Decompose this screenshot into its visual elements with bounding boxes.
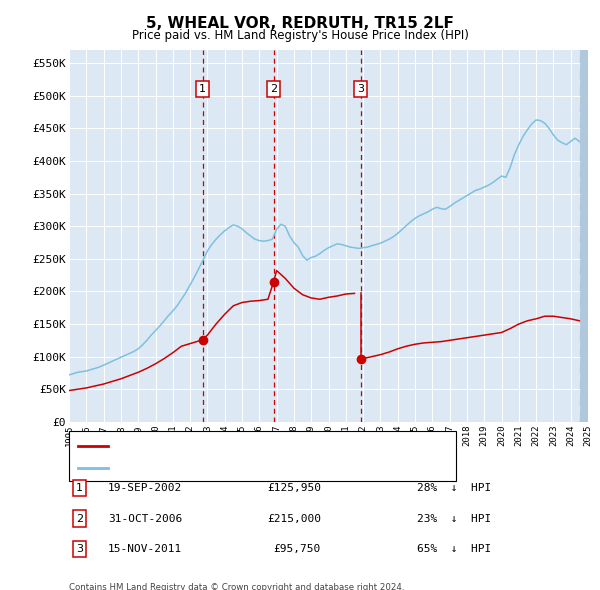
Text: 15-NOV-2011: 15-NOV-2011: [108, 545, 182, 554]
Text: 28%  ↓  HPI: 28% ↓ HPI: [417, 483, 491, 493]
Text: 3: 3: [76, 545, 83, 554]
Text: £95,750: £95,750: [274, 545, 321, 554]
Text: 3: 3: [358, 84, 364, 94]
Text: 5, WHEAL VOR, REDRUTH, TR15 2LF: 5, WHEAL VOR, REDRUTH, TR15 2LF: [146, 16, 454, 31]
Text: Contains HM Land Registry data © Crown copyright and database right 2024.: Contains HM Land Registry data © Crown c…: [69, 583, 404, 590]
Text: 2: 2: [270, 84, 277, 94]
Text: 31-OCT-2006: 31-OCT-2006: [108, 514, 182, 523]
Text: 1: 1: [199, 84, 206, 94]
Text: £215,000: £215,000: [267, 514, 321, 523]
Text: 5, WHEAL VOR, REDRUTH, TR15 2LF (detached house): 5, WHEAL VOR, REDRUTH, TR15 2LF (detache…: [114, 441, 414, 451]
Text: 23%  ↓  HPI: 23% ↓ HPI: [417, 514, 491, 523]
Text: £125,950: £125,950: [267, 483, 321, 493]
Text: 19-SEP-2002: 19-SEP-2002: [108, 483, 182, 493]
Text: 2: 2: [76, 514, 83, 523]
Text: 65%  ↓  HPI: 65% ↓ HPI: [417, 545, 491, 554]
Text: HPI: Average price, detached house, Cornwall: HPI: Average price, detached house, Corn…: [114, 463, 389, 473]
Text: 1: 1: [76, 483, 83, 493]
Text: Price paid vs. HM Land Registry's House Price Index (HPI): Price paid vs. HM Land Registry's House …: [131, 30, 469, 42]
